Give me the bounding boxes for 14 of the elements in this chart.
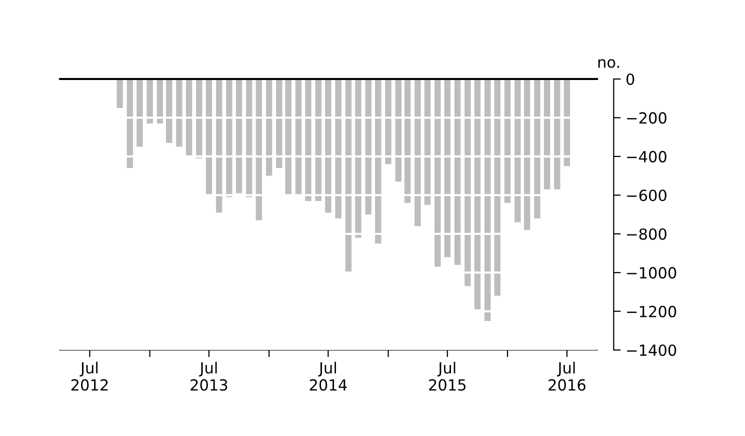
y-tick-label: 0 bbox=[626, 73, 634, 86]
y-tick-label: −400 bbox=[627, 150, 666, 162]
y-tick-label: −800 bbox=[627, 228, 666, 240]
x-tick-label: Jul 2014 bbox=[310, 362, 347, 391]
y-tick-label: −1400 bbox=[627, 344, 676, 356]
x-tick-label: Jul 2016 bbox=[548, 362, 586, 391]
x-tick-label: Jul 2013 bbox=[190, 362, 228, 391]
y-tick-label: −1000 bbox=[627, 267, 676, 279]
y-tick-label: −1200 bbox=[627, 306, 676, 318]
y-axis-title: no. bbox=[598, 59, 619, 68]
y-tick-label: −200 bbox=[627, 112, 666, 124]
x-tick-label: Jul 2012 bbox=[71, 362, 108, 391]
x-tick-label: Jul 2015 bbox=[429, 362, 466, 391]
y-tick-label: −600 bbox=[627, 190, 666, 202]
